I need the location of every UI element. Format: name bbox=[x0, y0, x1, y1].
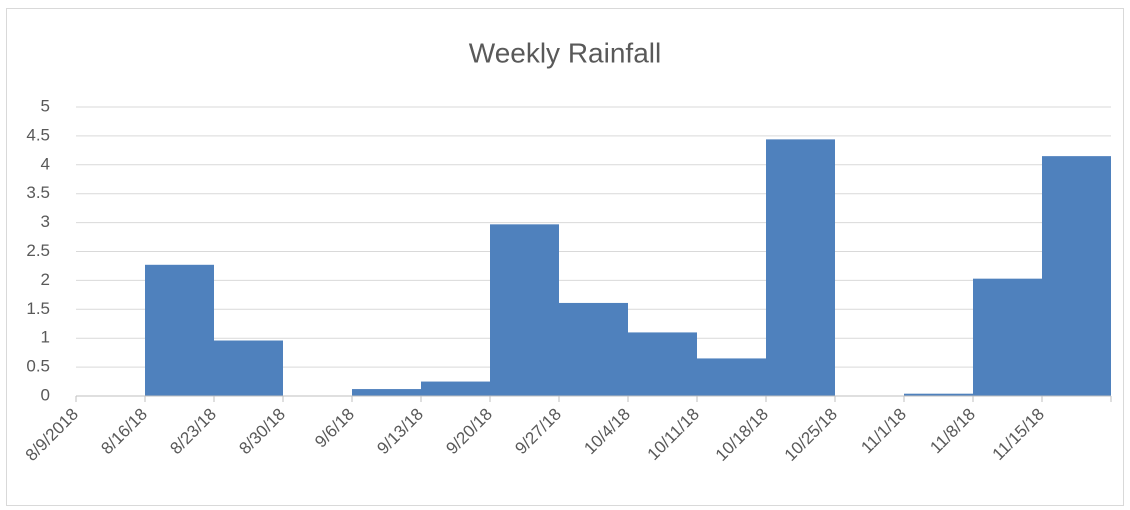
y-tick-label: 4.5 bbox=[26, 125, 50, 144]
y-tick-label: 4 bbox=[41, 154, 50, 173]
y-tick-label: 2.5 bbox=[26, 241, 50, 260]
bar bbox=[766, 139, 835, 397]
y-tick-label: 2 bbox=[41, 270, 50, 289]
chart-frame bbox=[6, 8, 1124, 506]
y-tick-label: 5 bbox=[41, 96, 50, 115]
bar bbox=[214, 340, 283, 396]
bar bbox=[145, 264, 214, 396]
y-tick-label: 3 bbox=[41, 212, 50, 231]
y-tick-label: 0.5 bbox=[26, 357, 50, 376]
bar bbox=[559, 302, 628, 396]
bar bbox=[1042, 156, 1111, 396]
bar bbox=[490, 224, 559, 396]
bar bbox=[352, 389, 421, 396]
y-tick-label: 0 bbox=[41, 385, 50, 404]
chart-title: Weekly Rainfall bbox=[469, 37, 661, 68]
y-tick-label: 3.5 bbox=[26, 183, 50, 202]
bar bbox=[628, 332, 697, 396]
y-tick-label: 1.5 bbox=[26, 299, 50, 318]
bar bbox=[697, 358, 766, 396]
bar bbox=[904, 393, 973, 396]
bar bbox=[973, 278, 1042, 396]
bar bbox=[421, 381, 490, 396]
y-tick-label: 1 bbox=[41, 328, 50, 347]
